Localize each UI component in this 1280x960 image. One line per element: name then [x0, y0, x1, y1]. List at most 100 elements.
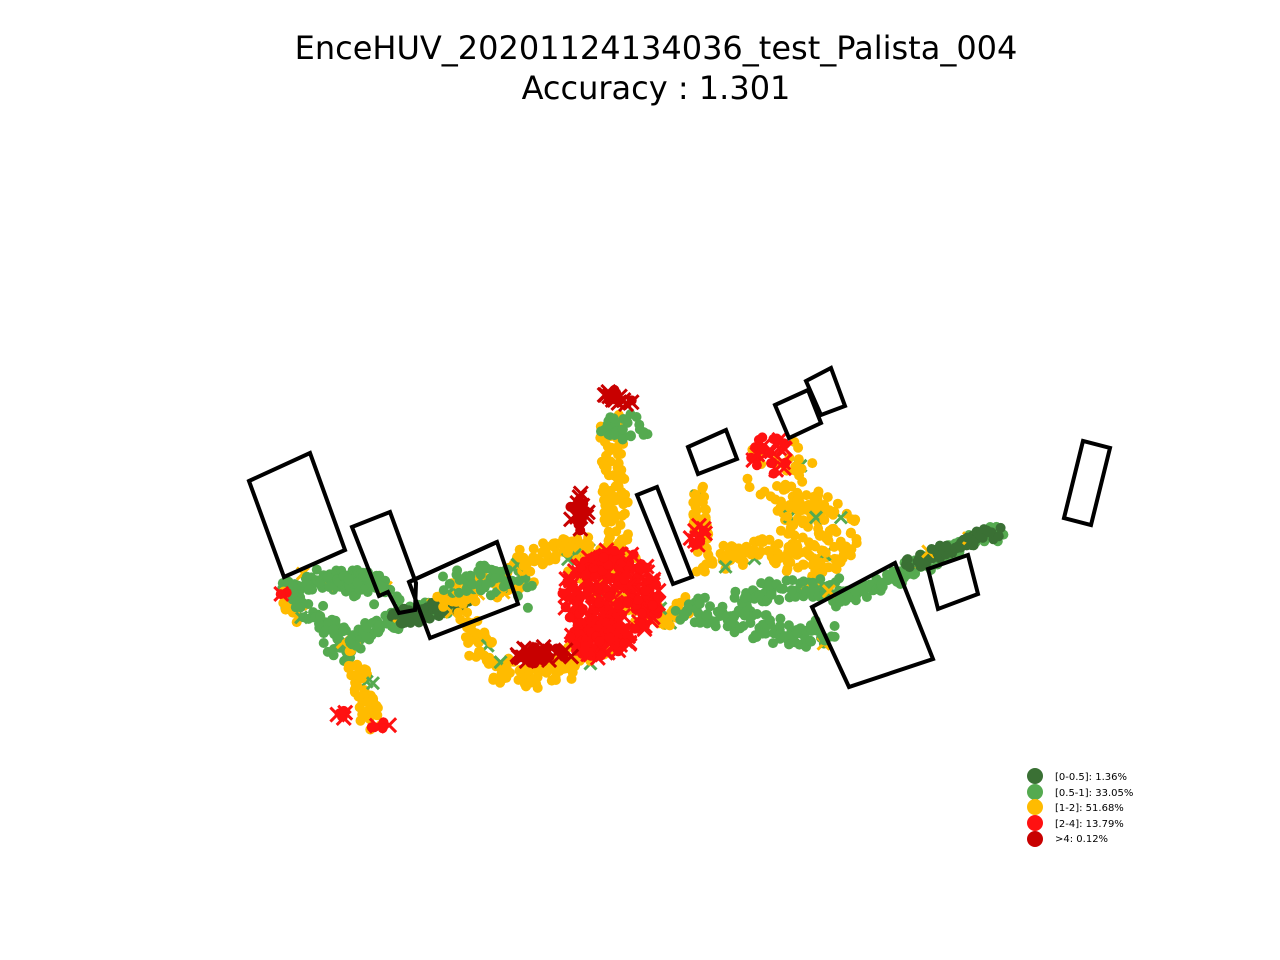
trajectory-cross-marker	[601, 599, 618, 616]
trajectory-point	[352, 669, 362, 680]
trajectory-cross-marker	[616, 564, 633, 581]
trajectory-cross-marker	[583, 615, 600, 633]
trajectory-point	[832, 498, 843, 509]
trajectory-point	[797, 518, 808, 529]
trajectory-point	[764, 580, 774, 591]
trajectory-point	[793, 442, 804, 453]
trajectory-point	[630, 623, 640, 634]
trajectory-point	[556, 647, 566, 658]
obstacle-outline	[925, 552, 981, 612]
trajectory-cross-marker	[623, 394, 640, 411]
trajectory-point	[372, 702, 383, 713]
trajectory-point	[565, 631, 576, 642]
chart-subtitle: Accuracy : 1.301	[522, 69, 791, 107]
trajectory-point	[438, 585, 449, 596]
trajectory-point	[514, 544, 525, 555]
trajectory-point	[993, 531, 1004, 542]
trajectory-cross-marker	[561, 580, 578, 597]
trajectory-point	[814, 530, 825, 541]
trajectory-point	[604, 502, 615, 513]
legend-label-0: [0-0.5]: 1.36%	[1055, 772, 1127, 783]
trajectory-point	[774, 621, 785, 632]
trajectory-point	[735, 623, 745, 634]
trajectory-point	[678, 608, 689, 619]
trajectory-point	[819, 515, 830, 525]
trajectory-point	[807, 577, 818, 588]
trajectory-point	[633, 595, 644, 605]
trajectory-cross-marker	[615, 581, 632, 598]
trajectory-cross-marker	[718, 559, 733, 574]
trajectory-point	[742, 473, 753, 484]
trajectory-markers	[273, 383, 1009, 735]
trajectory-point	[438, 571, 448, 582]
trajectory-point	[490, 573, 501, 584]
trajectory-point	[781, 566, 792, 577]
trajectory-point	[361, 697, 372, 707]
trajectory-point	[564, 612, 575, 623]
trajectory-point	[444, 578, 455, 589]
trajectory-point	[318, 600, 329, 611]
trajectory-point	[454, 575, 465, 585]
trajectory-cross-marker	[580, 646, 597, 663]
trajectory-point	[829, 621, 840, 631]
trajectory-point	[515, 652, 526, 663]
trajectory-point	[787, 575, 798, 586]
trajectory-point	[710, 621, 721, 632]
trajectory-point	[474, 646, 485, 657]
trajectory-point	[546, 540, 557, 551]
trajectory-point	[786, 585, 797, 596]
trajectory-point	[634, 424, 645, 435]
trajectory-cross-marker	[595, 620, 613, 637]
trajectory-point	[730, 586, 741, 597]
legend-label-4: >4: 0.12%	[1055, 834, 1108, 845]
trajectory-point	[792, 495, 802, 506]
trajectory-cross-marker	[775, 460, 793, 477]
trajectory-cross-marker	[586, 585, 603, 602]
trajectory-point	[904, 562, 915, 573]
trajectory-point	[471, 628, 482, 639]
trajectory-point	[829, 631, 840, 642]
trajectory-point	[995, 522, 1006, 533]
trajectory-point	[814, 557, 825, 568]
trajectory-point	[603, 535, 614, 546]
trajectory-cross-marker	[690, 517, 708, 534]
trajectory-point	[804, 550, 815, 561]
trajectory-point	[628, 549, 639, 560]
trajectory-point	[580, 569, 591, 580]
trajectory-point	[563, 546, 574, 557]
trajectory-point	[608, 413, 619, 424]
legend-marker-4	[1027, 831, 1043, 847]
legend-marker-3	[1027, 815, 1043, 831]
trajectory-cross-marker	[749, 446, 766, 463]
trajectory-point	[452, 565, 463, 576]
trajectory-point	[527, 553, 538, 564]
trajectory-point	[701, 610, 712, 621]
trajectory-point	[485, 590, 496, 601]
trajectory-point	[381, 618, 392, 629]
trajectory-point	[664, 620, 675, 631]
obstacle-outline	[772, 387, 824, 441]
trajectory-point	[823, 535, 834, 546]
trajectory-point	[600, 465, 611, 476]
trajectory-point	[740, 547, 751, 558]
trajectory-point	[792, 549, 803, 560]
trajectory-point	[376, 581, 387, 592]
trajectory-point	[820, 547, 831, 558]
trajectory-point	[490, 566, 501, 576]
trajectory-point	[486, 637, 497, 648]
trajectory-cross-marker	[337, 704, 354, 721]
trajectory-point	[753, 549, 764, 560]
trajectory-point	[538, 538, 549, 549]
trajectory-cross-marker	[365, 676, 381, 691]
trajectory-point	[835, 557, 846, 568]
trajectory-point	[311, 564, 322, 575]
trajectory-point	[467, 579, 478, 590]
legend-label-1: [0.5-1]: 33.05%	[1055, 788, 1133, 799]
trajectory-point	[295, 602, 306, 613]
legend-label-3: [2-4]: 13.79%	[1055, 819, 1124, 830]
trajectory-point	[603, 526, 614, 537]
trajectory-point	[573, 517, 584, 528]
trajectory-point	[619, 508, 630, 519]
trajectory-point	[275, 589, 286, 600]
trajectory-point	[461, 586, 472, 596]
